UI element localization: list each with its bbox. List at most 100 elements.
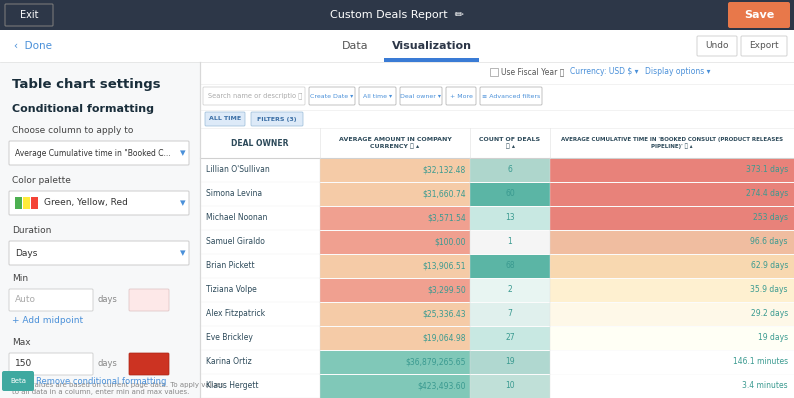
Bar — [470, 254, 550, 277]
Text: Table chart settings: Table chart settings — [12, 78, 160, 91]
Bar — [0, 62, 200, 398]
Bar — [470, 230, 550, 254]
Text: $19,064.98: $19,064.98 — [422, 334, 466, 343]
Text: $100.00: $100.00 — [434, 238, 466, 246]
Bar — [200, 110, 794, 128]
Text: Green, Yellow, Red: Green, Yellow, Red — [44, 199, 128, 207]
Bar — [200, 350, 794, 374]
Text: Lillian O'Sullivan: Lillian O'Sullivan — [206, 166, 270, 174]
Text: 274.4 days: 274.4 days — [746, 189, 788, 199]
Text: 96.6 days: 96.6 days — [750, 238, 788, 246]
Text: Klaus Hergett: Klaus Hergett — [206, 382, 259, 390]
Bar — [320, 375, 470, 398]
Bar — [470, 302, 550, 326]
Text: COUNT OF DEALS
ⓘ ▴: COUNT OF DEALS ⓘ ▴ — [480, 137, 541, 149]
Bar — [470, 279, 550, 302]
Bar — [15, 197, 22, 209]
Text: Brian Pickett: Brian Pickett — [206, 261, 255, 271]
Text: Alex Fitzpatrick: Alex Fitzpatrick — [206, 310, 265, 318]
FancyBboxPatch shape — [728, 2, 790, 28]
Text: Average Cumulative time in "Booked C...: Average Cumulative time in "Booked C... — [15, 148, 171, 158]
Text: 146.1 minutes: 146.1 minutes — [733, 357, 788, 367]
FancyBboxPatch shape — [205, 112, 245, 126]
Bar — [320, 302, 470, 326]
FancyBboxPatch shape — [9, 241, 189, 265]
Bar — [200, 206, 794, 230]
FancyBboxPatch shape — [9, 289, 93, 311]
Text: 35.9 days: 35.9 days — [750, 285, 788, 295]
Bar — [550, 375, 794, 398]
Text: 150: 150 — [15, 359, 33, 369]
Bar — [200, 62, 794, 84]
FancyBboxPatch shape — [129, 353, 169, 375]
Text: 68: 68 — [505, 261, 515, 271]
Text: Min: Min — [12, 274, 28, 283]
Bar — [320, 207, 470, 230]
Text: 13: 13 — [505, 213, 515, 222]
Text: 10: 10 — [505, 382, 515, 390]
Text: ALL TIME: ALL TIME — [209, 117, 241, 121]
Text: 6: 6 — [507, 166, 512, 174]
Text: All time ▾: All time ▾ — [363, 94, 392, 98]
Text: 29.2 days: 29.2 days — [751, 310, 788, 318]
FancyBboxPatch shape — [697, 36, 737, 56]
Bar — [550, 230, 794, 254]
Text: Color palette: Color palette — [12, 176, 71, 185]
FancyBboxPatch shape — [359, 87, 396, 105]
FancyBboxPatch shape — [251, 112, 303, 126]
Text: $3,299.50: $3,299.50 — [427, 285, 466, 295]
FancyBboxPatch shape — [9, 191, 189, 215]
Text: Days: Days — [15, 248, 37, 258]
Text: $31,660.74: $31,660.74 — [422, 189, 466, 199]
Text: $25,336.43: $25,336.43 — [422, 310, 466, 318]
Text: DEAL OWNER: DEAL OWNER — [231, 139, 289, 148]
Text: ‹  Done: ‹ Done — [14, 41, 52, 51]
Bar — [200, 374, 794, 398]
Text: days: days — [98, 295, 118, 304]
Text: FILTERS (3): FILTERS (3) — [257, 117, 297, 121]
Text: $3,571.54: $3,571.54 — [427, 213, 466, 222]
FancyBboxPatch shape — [741, 36, 787, 56]
Bar — [200, 230, 794, 254]
FancyBboxPatch shape — [9, 353, 93, 375]
Bar — [0, 0, 794, 30]
Text: ▾: ▾ — [180, 198, 186, 208]
Bar — [550, 183, 794, 205]
Bar — [384, 58, 479, 62]
Text: Max: Max — [12, 338, 31, 347]
Bar — [550, 351, 794, 373]
FancyBboxPatch shape — [9, 141, 189, 165]
Text: Use Fiscal Year ⓘ: Use Fiscal Year ⓘ — [501, 68, 565, 76]
Bar — [200, 302, 794, 326]
Text: 60: 60 — [505, 189, 515, 199]
Bar — [200, 182, 794, 206]
Bar — [470, 351, 550, 373]
FancyBboxPatch shape — [203, 87, 305, 105]
Text: Save: Save — [744, 10, 774, 20]
Bar — [320, 351, 470, 373]
Text: Custom Deals Report  ✏: Custom Deals Report ✏ — [330, 10, 464, 20]
Bar — [200, 84, 794, 110]
Text: 19 days: 19 days — [758, 334, 788, 343]
Bar — [470, 375, 550, 398]
Text: Data: Data — [341, 41, 368, 51]
Text: Michael Noonan: Michael Noonan — [206, 213, 268, 222]
Bar — [470, 183, 550, 205]
Text: AVERAGE AMOUNT IN COMPANY
CURRENCY ⓘ ▴: AVERAGE AMOUNT IN COMPANY CURRENCY ⓘ ▴ — [338, 137, 452, 149]
Text: Exit: Exit — [20, 10, 38, 20]
Text: 7: 7 — [507, 310, 512, 318]
Text: Visualization: Visualization — [392, 41, 472, 51]
Bar — [470, 158, 550, 181]
Text: Duration: Duration — [12, 226, 52, 235]
Bar — [200, 254, 794, 278]
Bar — [550, 207, 794, 230]
FancyBboxPatch shape — [490, 68, 498, 76]
Bar — [200, 278, 794, 302]
Bar — [320, 254, 470, 277]
Text: 62.9 days: 62.9 days — [750, 261, 788, 271]
FancyBboxPatch shape — [2, 371, 34, 391]
Bar — [550, 302, 794, 326]
Text: ▾: ▾ — [180, 148, 186, 158]
Bar — [320, 326, 470, 349]
Text: Simona Levina: Simona Levina — [206, 189, 262, 199]
